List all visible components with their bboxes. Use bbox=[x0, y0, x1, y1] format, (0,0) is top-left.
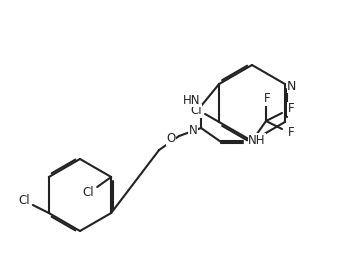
Text: N: N bbox=[287, 79, 296, 93]
Text: NH: NH bbox=[248, 133, 266, 147]
Text: N: N bbox=[189, 124, 198, 136]
Text: F: F bbox=[288, 102, 295, 116]
Text: F: F bbox=[264, 93, 270, 106]
Text: Cl: Cl bbox=[18, 195, 30, 207]
Text: F: F bbox=[288, 126, 295, 140]
Text: Cl: Cl bbox=[82, 186, 94, 198]
Text: O: O bbox=[166, 133, 176, 146]
Text: Cl: Cl bbox=[190, 104, 202, 117]
Text: HN: HN bbox=[183, 93, 201, 107]
